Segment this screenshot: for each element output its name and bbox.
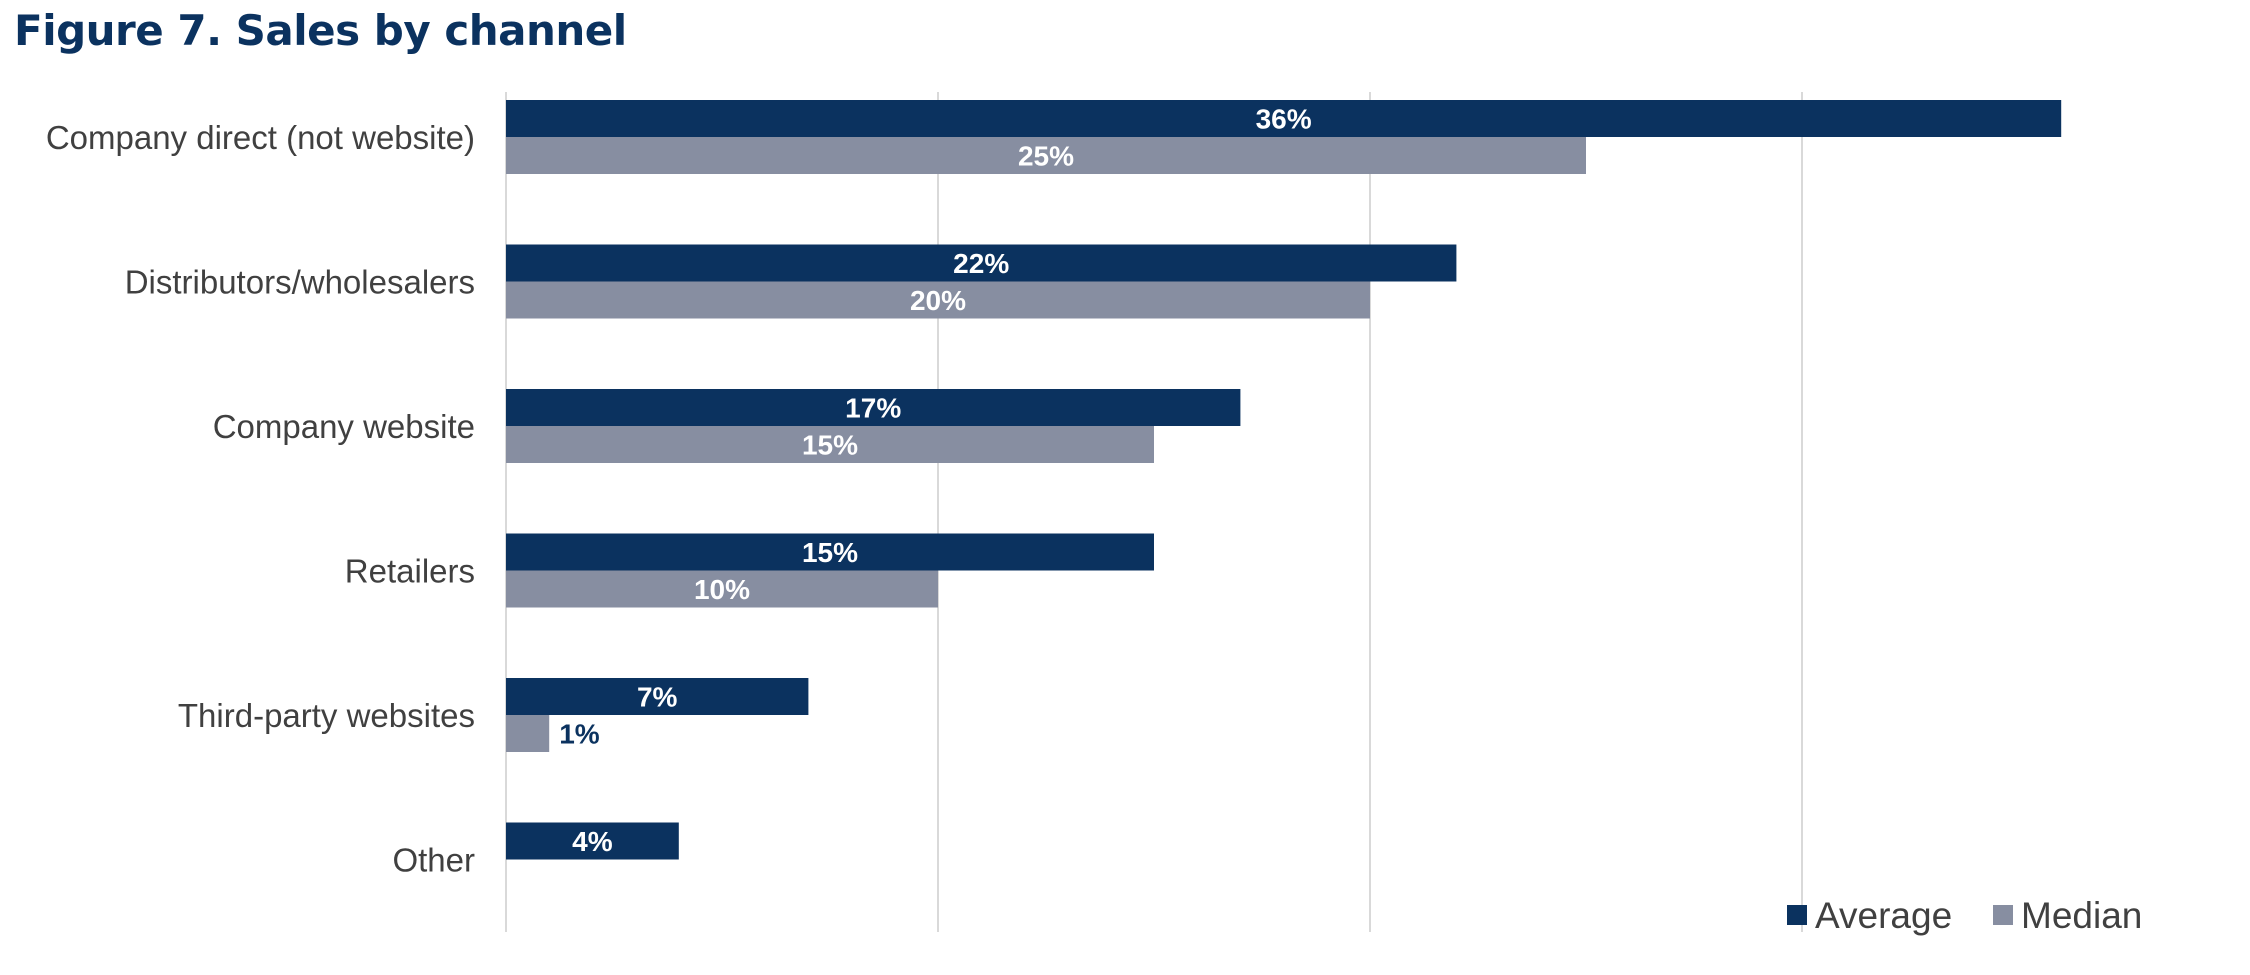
data-label-average: 17%	[845, 393, 901, 424]
data-label-median: 20%	[910, 285, 966, 316]
bar-average	[506, 244, 1457, 282]
data-label-average: 7%	[637, 682, 678, 713]
bars: 36% 25% 22% 20% 17% 15% 15% 10% 7% 1% 4%	[506, 100, 2062, 860]
data-label-average: 15%	[802, 537, 858, 568]
data-label-average: 36%	[1256, 104, 1312, 135]
legend: Average Median	[1787, 895, 2142, 936]
bar-average	[506, 100, 2062, 137]
bar-median	[506, 281, 1370, 319]
bar-median	[506, 715, 550, 752]
data-label-average: 4%	[572, 826, 613, 857]
gridlines	[505, 92, 1803, 932]
legend-label-average: Average	[1815, 895, 1952, 936]
bar-median	[506, 570, 938, 608]
bar-average	[506, 533, 1154, 571]
data-label-median: 1%	[559, 719, 600, 750]
bar-average	[506, 389, 1241, 426]
data-label-median: 15%	[802, 430, 858, 461]
category-labels: Company direct (not website) Distributors…	[46, 119, 475, 879]
data-label-median: 10%	[694, 574, 750, 605]
legend-swatch-median	[1993, 905, 2013, 925]
data-label-median: 25%	[1018, 141, 1074, 172]
bar-median	[506, 137, 1586, 174]
category-label: Company website	[213, 408, 475, 445]
bar-average	[506, 678, 809, 715]
bar-average	[506, 822, 679, 860]
category-label: Third-party websites	[178, 697, 475, 734]
category-label: Other	[392, 842, 475, 879]
category-label: Distributors/wholesalers	[125, 264, 475, 301]
legend-swatch-average	[1787, 905, 1807, 925]
chart-title: Figure 7. Sales by channel	[14, 6, 627, 55]
category-label: Company direct (not website)	[46, 119, 475, 156]
category-label: Retailers	[345, 553, 475, 590]
bar-median	[506, 426, 1154, 463]
data-label-average: 22%	[953, 248, 1009, 279]
legend-label-median: Median	[2021, 895, 2142, 936]
